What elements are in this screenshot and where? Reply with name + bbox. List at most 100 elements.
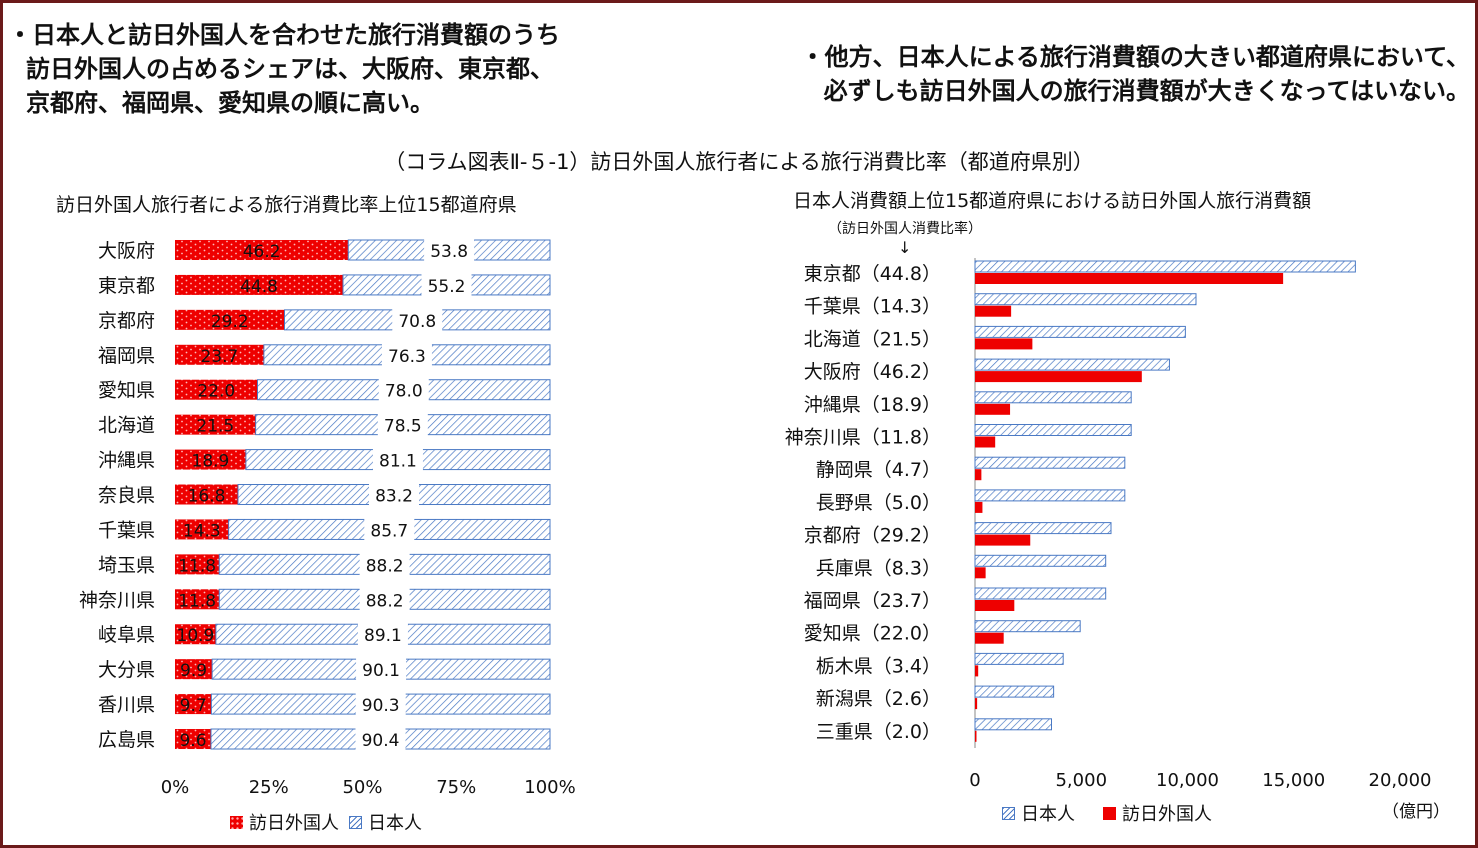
bar-foreign [175, 344, 264, 365]
right-x-tick-label: 5,000 [1055, 770, 1107, 791]
bar-japanese [974, 489, 1126, 502]
bar-foreign [175, 554, 220, 575]
legend-label-foreign: 訪日外国人 [1122, 804, 1212, 825]
bar-foreign-value: 22.0 [197, 382, 235, 402]
headline-left-line-2: 訪日外国人の占めるシェアは、大阪府、東京都、 [26, 55, 554, 83]
bar-foreign-value: 11.8 [178, 591, 216, 611]
legend-swatch-japanese [1002, 806, 1015, 820]
down-arrow-icon: ↓ [898, 238, 912, 257]
bar-japanese-value: 78.5 [384, 417, 422, 437]
right-category-label: 千葉県（14.3） [804, 296, 941, 318]
bar-foreign [175, 694, 212, 715]
left-category-label: 大阪府 [98, 240, 155, 262]
right-category-label: 愛知県（22.0） [804, 623, 941, 645]
left-category-label: 香川県 [98, 694, 155, 716]
left-category-label: 沖縄県 [98, 450, 155, 472]
right-category-label: 兵庫県（8.3） [816, 557, 941, 579]
bar-japanese-value: 90.4 [362, 731, 400, 751]
bar-foreign [975, 600, 1015, 611]
bar-japanese-label-bg [359, 553, 410, 576]
right-category-label: 大阪府（46.2） [804, 361, 941, 383]
right-category-label: 京都府（29.2） [804, 525, 941, 547]
bar-japanese [974, 620, 1081, 633]
legend-label-foreign: 訪日外国人 [249, 813, 339, 834]
legend-swatch-foreign [230, 815, 243, 829]
bar-japanese-label-bg [372, 448, 423, 471]
legend-label-japanese: 日本人 [368, 813, 422, 834]
bar-foreign [175, 519, 229, 540]
left-category-label: 千葉県 [98, 519, 155, 541]
headline-right-line-1: ・他方、日本人による旅行消費額の大きい都道府県において、 [800, 43, 1470, 71]
bar-japanese-value: 89.1 [364, 626, 402, 646]
right-chart-unit: （億円） [1382, 802, 1450, 822]
bar-japanese-value: 90.3 [362, 696, 400, 716]
bar-foreign-value: 16.8 [188, 487, 226, 507]
headline-left-line-3: 京都府、福岡県、愛知県の順に高い。 [26, 89, 434, 117]
bar-japanese-label-bg [377, 413, 428, 436]
bar-foreign [975, 534, 1031, 546]
bar-japanese [974, 358, 1170, 371]
bar-japanese [974, 587, 1107, 600]
bar-japanese-value: 90.1 [362, 661, 400, 681]
bar-foreign [175, 414, 256, 435]
legend-label-japanese: 日本人 [1021, 804, 1075, 825]
bar-japanese-label-bg [357, 623, 408, 646]
left-category-label: 岐阜県 [98, 624, 155, 646]
bar-foreign [975, 632, 1004, 644]
bar-foreign-value: 21.5 [196, 417, 234, 437]
headline-right: ・他方、日本人による旅行消費額の大きい都道府県において、 必ずしも訪日外国人の旅… [760, 40, 1470, 108]
bar-foreign [975, 273, 1284, 284]
left-category-label: 愛知県 [98, 380, 155, 402]
bar-japanese [974, 260, 1356, 273]
bar-japanese-value: 85.7 [370, 521, 408, 541]
left-category-label: 東京都 [98, 275, 155, 297]
bar-foreign [175, 274, 343, 295]
legend-swatch-japanese [349, 815, 362, 829]
bar-foreign-value: 18.9 [192, 452, 230, 472]
bar-japanese [974, 391, 1132, 404]
bar-japanese-value: 83.2 [375, 487, 413, 507]
bar-japanese-label-bg [355, 693, 406, 716]
bar-foreign [975, 338, 1033, 350]
left-chart-title: 訪日外国人旅行者による旅行消費比率上位15都道府県 [56, 194, 517, 216]
left-category-label: 福岡県 [98, 345, 155, 367]
right-chart-note: （訪日外国人消費比率） [828, 221, 982, 237]
bar-japanese-value: 76.3 [388, 347, 426, 367]
bar-japanese-value: 78.0 [385, 382, 423, 402]
bar-japanese-label-bg [356, 658, 407, 681]
headline-left: ・日本人と訪日外国人を合わせた旅行消費額のうち 訪日外国人の占めるシェアは、大阪… [8, 18, 608, 120]
right-category-label: 東京都（44.8） [804, 263, 941, 285]
legend-swatch-foreign [1103, 806, 1116, 820]
right-category-label: 三重県（2.0） [816, 721, 941, 743]
left-category-label: 奈良県 [98, 485, 155, 507]
bar-foreign [175, 624, 216, 645]
left-x-tick-label: 50% [342, 777, 382, 798]
bar-foreign-value: 29.2 [211, 312, 249, 332]
bar-japanese [974, 522, 1112, 535]
bar-japanese-label-bg [381, 343, 432, 366]
bar-foreign [975, 567, 986, 579]
bar-foreign-value: 9.7 [180, 696, 207, 716]
bar-japanese-value: 70.8 [398, 312, 436, 332]
bar-japanese-value: 88.2 [366, 591, 404, 611]
bar-foreign [975, 436, 996, 448]
right-x-tick-label: 10,000 [1156, 770, 1219, 791]
right-chart-title: 日本人消費額上位15都道府県における訪日外国人旅行消費額 [793, 190, 1312, 212]
bar-foreign [175, 589, 220, 610]
bar-foreign [975, 469, 982, 481]
bar-foreign-value: 14.3 [183, 521, 221, 541]
left-category-label: 北海道 [98, 415, 155, 437]
bar-japanese [974, 718, 1052, 731]
left-category-label: 神奈川県 [79, 589, 155, 611]
right-category-label: 北海道（21.5） [804, 328, 941, 350]
bar-foreign-value: 9.9 [180, 661, 207, 681]
right-x-tick-label: 15,000 [1262, 770, 1325, 791]
bar-japanese-value: 81.1 [379, 452, 417, 472]
bar-japanese [974, 652, 1064, 665]
left-x-tick-label: 0% [161, 777, 190, 798]
figure-caption: （コラム図表Ⅱ-５-1）訪日外国人旅行者による旅行消費比率（都道府県別） [384, 150, 1094, 174]
bar-foreign [975, 403, 1011, 415]
right-category-label: 静岡県（4.7） [816, 459, 941, 481]
bar-foreign [975, 665, 979, 677]
